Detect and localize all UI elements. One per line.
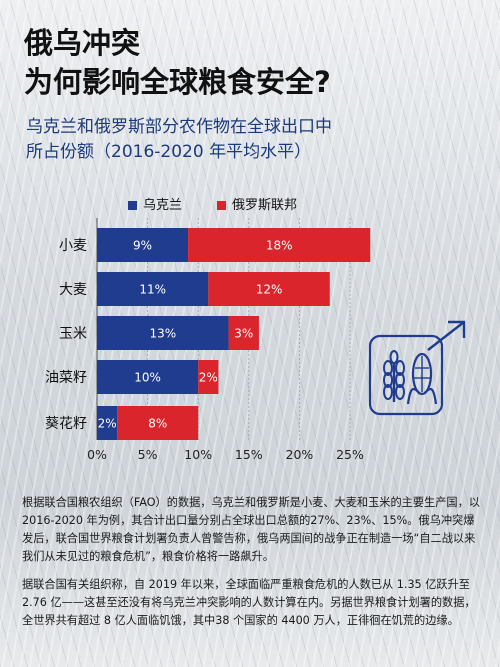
bar-ukraine — [97, 272, 209, 306]
data-label-ukraine: 9% — [133, 239, 152, 253]
bar-russia — [228, 316, 259, 350]
notes-paragraph-2: 据联合国有关组织称，自 2019 年以来，全球面临严重粮食危机的人数已从 1.3… — [22, 578, 476, 627]
title-line-2: 为何影响全球粮食安全? — [24, 65, 331, 99]
legend-swatch-russia — [217, 201, 226, 210]
chart-subtitle: 乌克兰和俄罗斯部分农作物在全球出口中 所占份额（2016-2020 年平均水平） — [26, 115, 466, 165]
x-tick-label: 5% — [138, 447, 158, 462]
data-label-ukraine: 11% — [139, 283, 166, 297]
wheat-corn-export-icon — [368, 320, 466, 416]
subtitle-line-2: 所占份额（2016-2020 年平均水平） — [26, 142, 312, 162]
legend-ukraine: 乌克兰 — [128, 194, 182, 213]
notes-paragraph-1: 根据联合国粮农组织（FAO）的数据，乌克兰和俄罗斯是小麦、大麦和玉米的主要生产国… — [22, 496, 480, 563]
x-tick-label: 15% — [235, 447, 263, 462]
page-title: 俄乌冲突 为何影响全球粮食安全? — [24, 24, 331, 102]
notes-section: 根据联合国粮农组织（FAO）的数据，乌克兰和俄罗斯是小麦、大麦和玉米的主要生产国… — [22, 494, 480, 640]
bar-russia — [208, 272, 330, 306]
y-category-label: 葵花籽 — [45, 416, 87, 432]
y-category-label: 大麦 — [59, 282, 87, 298]
legend-russia: 俄罗斯联邦 — [217, 194, 297, 213]
x-tick-label: 10% — [184, 447, 212, 462]
bar-ukraine — [97, 360, 199, 394]
data-label-russia: 12% — [256, 283, 283, 297]
data-label-ukraine: 10% — [134, 371, 161, 385]
bar-russia — [188, 228, 371, 262]
legend-label-ukraine: 乌克兰 — [143, 198, 183, 213]
data-label-ukraine: 13% — [149, 327, 176, 341]
bar-ukraine — [97, 228, 189, 262]
y-category-label: 小麦 — [59, 238, 87, 254]
data-label-russia: 18% — [266, 239, 293, 253]
bar-ukraine — [97, 406, 118, 440]
data-label-russia: 3% — [234, 327, 253, 341]
data-label-russia: 2% — [199, 371, 218, 385]
bar-ukraine — [97, 316, 229, 350]
bar-russia — [117, 406, 199, 440]
stacked-bar-chart: 0% 5% 10% 15% 20% 25% 小麦 9% 18% 大麦 11% 12% 玉米 13% 3% 油菜… — [45, 218, 371, 462]
x-tick-label: 20% — [286, 447, 314, 462]
y-category-label: 油菜籽 — [45, 370, 87, 386]
x-tick-label: 0% — [87, 447, 107, 462]
title-line-1: 俄乌冲突 — [24, 26, 141, 60]
x-tick-label: 25% — [336, 447, 364, 462]
bar-russia — [198, 360, 219, 394]
data-label-ukraine: 2% — [98, 417, 117, 431]
y-category-label: 玉米 — [59, 326, 87, 342]
data-label-russia: 8% — [148, 417, 167, 431]
subtitle-line-1: 乌克兰和俄罗斯部分农作物在全球出口中 — [26, 117, 332, 137]
legend-label-russia: 俄罗斯联邦 — [232, 198, 298, 213]
legend-swatch-ukraine — [128, 201, 137, 210]
